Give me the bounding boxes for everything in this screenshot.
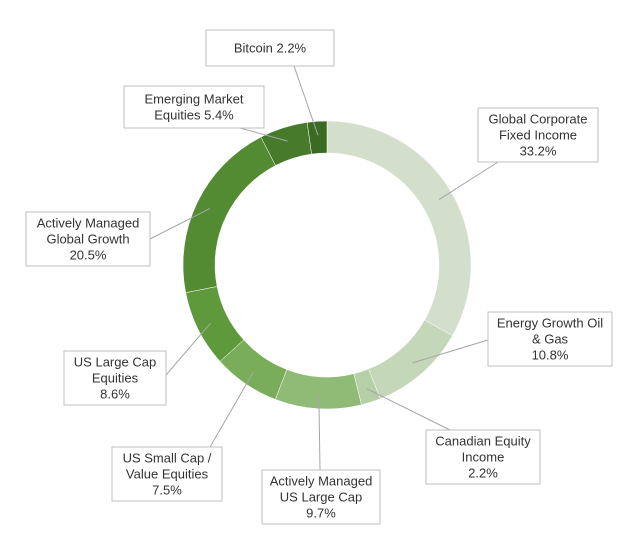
leader-lines-group (149, 65, 499, 471)
data-label-box (477, 107, 599, 163)
leader-line-us-large-cap-equities (165, 322, 212, 376)
data-label-text: Global Corporate (489, 112, 588, 127)
slice-energy-growth-oil-gas (368, 319, 453, 400)
leader-line-actively-managed-global-growth (149, 207, 211, 240)
data-label-text: Actively Managed (270, 474, 373, 489)
data-label-text: US Large Cap (280, 490, 362, 505)
data-label-box (63, 350, 167, 406)
data-label-text: Fixed Income (499, 128, 577, 143)
slices-group (182, 120, 472, 410)
leader-line-emerging-market-equities (239, 127, 288, 142)
data-label-text: Canadian Equity (435, 434, 531, 449)
leader-line-global-corporate-fixed-income (438, 161, 499, 200)
data-label-box (205, 29, 335, 67)
data-label-text: Value Equities (126, 467, 209, 482)
data-label-box (111, 446, 223, 502)
data-label-text: Emerging Market (145, 92, 244, 107)
data-label-box (25, 211, 151, 267)
data-label-text: 2.2% (468, 466, 498, 481)
leader-line-canadian-equity-income (366, 388, 451, 431)
data-label-text: US Small Cap / (123, 451, 212, 466)
data-label-box (425, 429, 541, 485)
leader-line-bitcoin (293, 65, 319, 136)
data-label-text: & Gas (532, 332, 569, 347)
data-label-text: 10.8% (532, 348, 569, 363)
slice-global-corporate-fixed-income (326, 120, 472, 337)
data-label-text: Global Growth (46, 232, 129, 247)
leader-line-actively-managed-us-large-cap (318, 394, 321, 471)
leader-line-energy-growth-oil-gas (412, 339, 489, 364)
data-label-text: Income (462, 450, 505, 465)
data-label-box (123, 85, 265, 129)
leader-line-us-small-cap-value-equities (209, 371, 254, 448)
data-label-text: 33.2% (520, 144, 557, 159)
data-label-box (261, 469, 381, 525)
data-label-text: Actively Managed (37, 216, 140, 231)
data-label-box (487, 311, 613, 367)
data-label-text: 8.6% (100, 387, 130, 402)
slice-actively-managed-us-large-cap (274, 369, 362, 410)
data-label-text: Equities (92, 371, 139, 386)
data-label-bitcoin: Bitcoin 2.2% (205, 29, 335, 67)
data-label-text: US Large Cap (74, 355, 156, 370)
data-label-text: 20.5% (70, 248, 107, 263)
data-label-text: 9.7% (306, 506, 336, 521)
data-label-text: Energy Growth Oil (497, 316, 603, 331)
data-label-text: Bitcoin 2.2% (234, 41, 307, 56)
data-label-text: Equities 5.4% (154, 108, 234, 123)
data-label-text: 7.5% (152, 483, 182, 498)
